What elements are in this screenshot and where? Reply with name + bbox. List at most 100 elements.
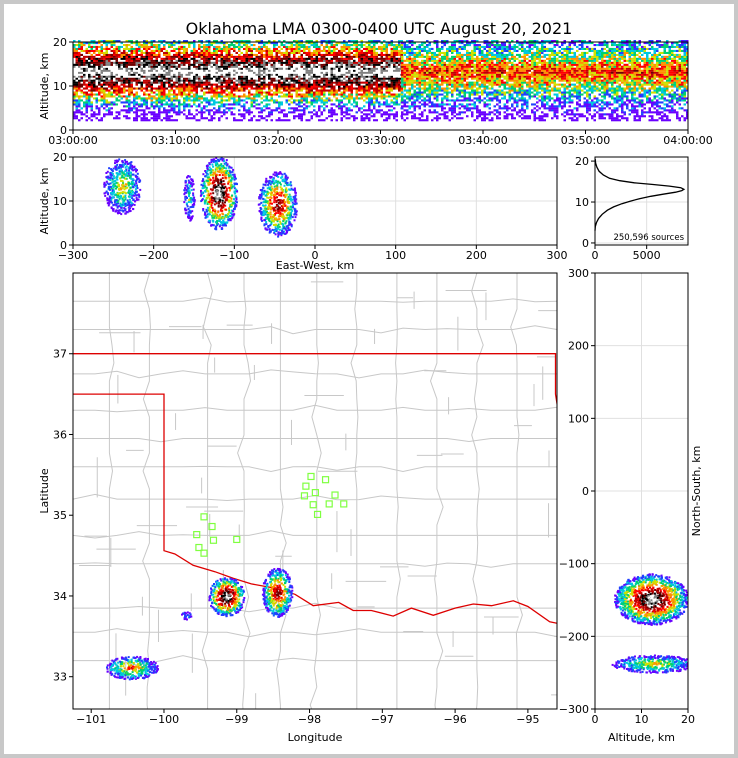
time-altitude-cell <box>105 53 108 56</box>
time-altitude-cell <box>298 51 301 54</box>
time-altitude-cell <box>265 103 268 106</box>
time-altitude-cell <box>278 67 281 70</box>
time-altitude-cell <box>330 57 333 60</box>
time-altitude-cell <box>483 113 486 116</box>
time-altitude-cell <box>423 69 426 72</box>
time-altitude-cell <box>315 55 318 58</box>
time-altitude-cell <box>403 63 406 66</box>
time-altitude-cell <box>413 67 416 70</box>
time-altitude-cell <box>170 57 173 60</box>
time-altitude-cell <box>203 47 206 50</box>
time-altitude-cell <box>340 61 343 64</box>
time-altitude-cell <box>283 40 286 43</box>
time-altitude-cell <box>245 59 248 62</box>
time-altitude-cell <box>406 91 409 94</box>
time-altitude-cell <box>188 111 191 114</box>
time-altitude-cell <box>108 53 111 56</box>
time-altitude-cell <box>148 57 151 60</box>
time-altitude-cell <box>398 79 401 82</box>
time-altitude-cell <box>80 107 83 110</box>
time-altitude-cell <box>83 101 86 104</box>
time-altitude-cell <box>93 65 96 68</box>
time-altitude-cell <box>85 49 88 52</box>
time-altitude-cell <box>173 57 176 60</box>
time-altitude-cell <box>453 49 456 52</box>
time-altitude-cell <box>328 40 331 43</box>
time-altitude-cell <box>218 42 221 45</box>
time-altitude-cell <box>298 40 301 43</box>
time-altitude-cell <box>395 85 398 88</box>
time-altitude-cell <box>343 103 346 106</box>
time-altitude-cell <box>373 67 376 70</box>
time-altitude-cell <box>338 81 341 84</box>
time-altitude-cell <box>368 81 371 84</box>
time-altitude-cell <box>451 55 454 58</box>
time-altitude-cell <box>125 97 128 100</box>
time-altitude-cell <box>343 91 346 94</box>
time-altitude-cell <box>138 49 141 52</box>
time-altitude-cell <box>335 97 338 100</box>
time-altitude-cell <box>433 53 436 56</box>
time-altitude-cell <box>395 119 398 122</box>
time-altitude-cell <box>238 99 241 102</box>
time-altitude-cell <box>378 85 381 88</box>
time-altitude-cell <box>123 109 126 112</box>
time-altitude-cell <box>235 95 238 98</box>
time-altitude-cell <box>318 89 321 92</box>
time-altitude-cell <box>483 42 486 45</box>
time-altitude-cell <box>293 87 296 90</box>
time-altitude-cell <box>380 61 383 64</box>
time-altitude-cell <box>258 71 261 74</box>
time-altitude-cell <box>483 69 486 72</box>
time-altitude-cell <box>110 79 113 82</box>
time-altitude-cell <box>78 71 81 74</box>
time-altitude-cell <box>278 40 281 43</box>
time-altitude-cell <box>220 81 223 84</box>
time-altitude-cell <box>436 65 439 68</box>
time-altitude-cell <box>318 81 321 84</box>
time-altitude-cell <box>208 55 211 58</box>
time-altitude-cell <box>193 51 196 54</box>
time-altitude-cell <box>130 47 133 50</box>
time-altitude-cell <box>310 99 313 102</box>
time-altitude-cell <box>328 49 331 52</box>
time-altitude-cell <box>100 91 103 94</box>
time-altitude-cell <box>468 67 471 70</box>
time-altitude-cell <box>330 45 333 48</box>
time-altitude-cell <box>380 51 383 54</box>
time-altitude-cell <box>155 99 158 102</box>
time-altitude-cell <box>223 47 226 50</box>
time-altitude-cell <box>163 81 166 84</box>
time-altitude-cell <box>233 97 236 100</box>
time-altitude-cell <box>163 77 166 80</box>
time-altitude-cell <box>223 85 226 88</box>
time-altitude-cell <box>103 81 106 84</box>
time-altitude-cell <box>328 51 331 54</box>
time-altitude-cell <box>298 61 301 64</box>
time-altitude-cell <box>158 81 161 84</box>
time-altitude-cell <box>413 113 416 116</box>
time-altitude-cell <box>343 95 346 98</box>
time-altitude-cell <box>255 75 258 78</box>
time-altitude-cell <box>390 55 393 58</box>
time-altitude-cell <box>85 83 88 86</box>
time-altitude-cell <box>98 99 101 102</box>
time-altitude-cell <box>340 79 343 82</box>
time-altitude-cell <box>143 79 146 82</box>
time-altitude-cell <box>313 99 316 102</box>
time-altitude-cell <box>483 101 486 104</box>
time-altitude-cell <box>388 71 391 74</box>
time-altitude-cell <box>466 71 469 74</box>
time-altitude-cell <box>466 57 469 60</box>
time-altitude-cell <box>118 40 121 43</box>
time-altitude-cell <box>118 47 121 50</box>
time-altitude-cell <box>243 85 246 88</box>
time-altitude-cell <box>180 79 183 82</box>
time-altitude-cell <box>315 97 318 100</box>
time-altitude-cell <box>130 53 133 56</box>
time-altitude-cell <box>73 51 76 54</box>
time-altitude-cell <box>163 75 166 78</box>
time-altitude-cell <box>205 67 208 70</box>
time-altitude-cell <box>243 89 246 92</box>
time-altitude-cell <box>448 59 451 62</box>
